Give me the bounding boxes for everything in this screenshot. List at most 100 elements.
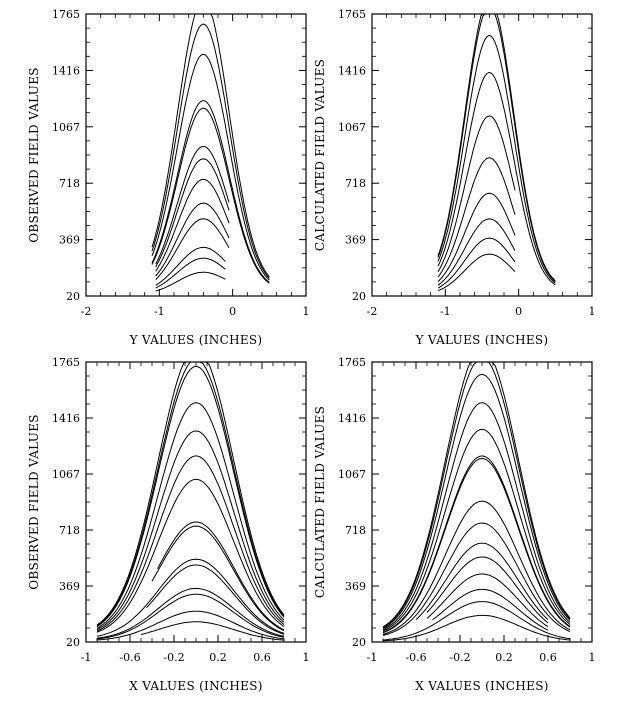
series-line-curve-13 xyxy=(155,271,226,292)
x-tick-label: 0.2 xyxy=(495,651,513,664)
x-tick-label: -2 xyxy=(81,305,92,318)
x-tick-label: -0.6 xyxy=(119,651,140,664)
series-line-curve-9 xyxy=(155,202,230,277)
series-line-curve-8 xyxy=(155,178,230,272)
x-tick-label: -0.2 xyxy=(163,651,184,664)
series-line-curve-10 xyxy=(96,558,285,637)
chart-panel-top-left: -2 -1 0 1 20 369 718 1067 1416 1765 Y VALUES (INCH… xyxy=(27,8,310,347)
series-line-curve-5 xyxy=(96,430,285,631)
series-line-curve-14 xyxy=(96,610,285,641)
series-line-curve-9 xyxy=(151,525,285,632)
y-tick-label: 369 xyxy=(59,234,80,247)
x-tick-label: 0 xyxy=(229,305,236,318)
series-line-curve-8 xyxy=(157,521,285,631)
y-tick-label: 1067 xyxy=(52,468,80,481)
x-tick-label: -1 xyxy=(81,651,92,664)
series-line-curve-2 xyxy=(382,361,571,629)
y-tick-label: 369 xyxy=(345,234,366,247)
series-line-curve-5 xyxy=(437,115,516,272)
series-line-curve-7 xyxy=(382,457,571,634)
series-line-curve-3 xyxy=(382,373,571,630)
series-line-curve-8 xyxy=(437,218,516,286)
y-tick-label: 1067 xyxy=(52,121,80,134)
y-axis-title: CALCULATED FIELD VALUES xyxy=(313,59,327,251)
y-tick-label: 20 xyxy=(66,636,80,649)
series-line-curve-10 xyxy=(415,542,549,621)
series-line-curve-12 xyxy=(96,587,285,639)
series-line-curve-3 xyxy=(96,365,285,628)
x-tick-label: 1 xyxy=(303,651,310,664)
x-tick-label: -1 xyxy=(367,651,378,664)
series-line-curve-6 xyxy=(437,157,516,278)
series-line-curve-9 xyxy=(437,237,516,289)
y-axis-title: OBSERVED FIELD VALUES xyxy=(27,414,41,590)
y-tick-label: 718 xyxy=(59,524,80,537)
y-tick-label: 718 xyxy=(345,177,366,190)
series-line-curve-6 xyxy=(155,145,230,265)
series-line-curve-11 xyxy=(146,564,285,635)
y-tick-label: 1765 xyxy=(52,8,80,21)
series-line-curve-2 xyxy=(151,23,270,279)
series-line-curve-3 xyxy=(151,53,270,281)
chart-panel-bottom-left: -1 -0.6 -0.2 0.2 0.6 1 20 369 718 1067 1416 1765 X V… xyxy=(27,356,310,693)
series-line-curve-4 xyxy=(151,100,270,283)
series-line-curve-12 xyxy=(426,573,549,628)
series-line-curve-5 xyxy=(151,107,270,284)
y-tick-label: 369 xyxy=(345,580,366,593)
series-line-curve-7 xyxy=(155,158,230,268)
y-tick-label: 1416 xyxy=(52,64,80,77)
y-tick-label: 718 xyxy=(59,177,80,190)
series-line-curve-7 xyxy=(96,478,285,633)
y-tick-label: 1067 xyxy=(338,468,366,481)
series-line-curve-4 xyxy=(437,71,556,286)
series-line-curve-2 xyxy=(437,13,556,283)
series-line-curve-14 xyxy=(382,601,571,641)
y-tick-label: 20 xyxy=(352,636,366,649)
plot-frame xyxy=(371,13,593,297)
y-tick-label: 1765 xyxy=(338,8,366,21)
x-tick-label: 1 xyxy=(589,651,596,664)
y-tick-label: 20 xyxy=(66,290,80,303)
series-line-curve-10 xyxy=(437,253,516,292)
series-line-curve-4 xyxy=(382,402,571,631)
y-tick-label: 369 xyxy=(59,580,80,593)
series-line-curve-15 xyxy=(140,621,285,641)
series-line-curve-12 xyxy=(155,257,226,289)
x-tick-label: 0.6 xyxy=(253,651,271,664)
series-line-curve-8 xyxy=(382,500,571,635)
plot-frame xyxy=(85,13,307,297)
series-line-curve-1 xyxy=(151,13,270,278)
chart-panel-bottom-right: -1 -0.6 -0.2 0.2 0.6 1 20 369 718 1067 1416 1765 X V… xyxy=(313,356,596,693)
y-tick-label: 20 xyxy=(352,290,366,303)
y-tick-label: 1416 xyxy=(338,412,366,425)
x-axis-title: X VALUES (INCHES) xyxy=(415,679,548,693)
plot-frame xyxy=(371,361,593,643)
series-line-curve-9 xyxy=(382,522,571,636)
series-line-curve-7 xyxy=(437,192,516,282)
y-tick-label: 718 xyxy=(345,524,366,537)
y-tick-label: 1416 xyxy=(338,64,366,77)
x-tick-label: 0.2 xyxy=(209,651,227,664)
chart-panel-top-right: -2 -1 0 1 20 369 718 1067 1416 1765 Y VALUES (INCH… xyxy=(313,8,596,347)
y-axis-title: CALCULATED FIELD VALUES xyxy=(313,406,327,598)
series-line-curve-5 xyxy=(382,428,571,632)
series-line-curve-1 xyxy=(382,361,571,628)
series-line-curve-13 xyxy=(96,593,285,640)
x-tick-label: 1 xyxy=(589,305,596,318)
x-tick-label: -1 xyxy=(154,305,165,318)
series-line-curve-3 xyxy=(437,34,556,284)
x-tick-label: -2 xyxy=(367,305,378,318)
series-line-curve-4 xyxy=(96,402,285,629)
series-line-curve-11 xyxy=(426,556,549,624)
x-tick-label: -0.6 xyxy=(405,651,426,664)
series-line-curve-11 xyxy=(155,246,226,286)
x-tick-label: 0.6 xyxy=(539,651,557,664)
series-line-curve-1 xyxy=(437,13,556,282)
y-axis-title: OBSERVED FIELD VALUES xyxy=(27,67,41,243)
x-tick-label: 1 xyxy=(303,305,310,318)
x-axis-title: X VALUES (INCHES) xyxy=(129,679,262,693)
x-tick-label: -0.2 xyxy=(449,651,470,664)
series-line-curve-13 xyxy=(432,588,549,631)
